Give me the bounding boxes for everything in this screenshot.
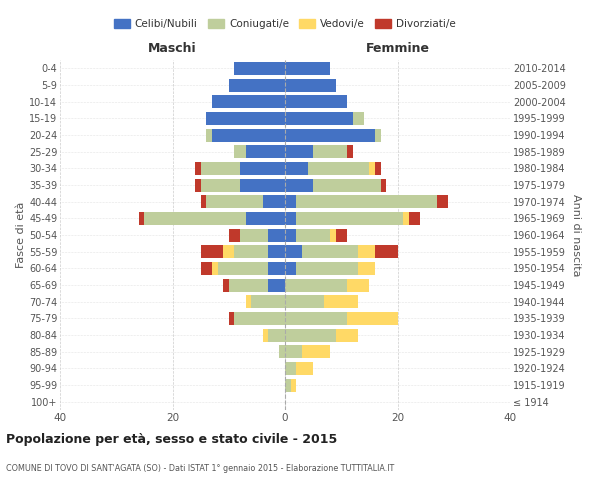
Bar (268, 228, 285, 241)
Bar (212, 128, 285, 141)
Bar (229, 78, 285, 92)
Bar (195, 178, 200, 192)
Bar (285, 212, 296, 225)
Bar (347, 278, 370, 291)
Bar (409, 212, 420, 225)
Bar (347, 312, 398, 325)
Bar (325, 295, 358, 308)
Bar (285, 228, 296, 241)
Text: Femmine: Femmine (365, 42, 430, 55)
Text: Popolazione per età, sesso e stato civile - 2015: Popolazione per età, sesso e stato civil… (6, 432, 337, 446)
Bar (229, 228, 240, 241)
Bar (403, 212, 409, 225)
Bar (285, 278, 347, 291)
Bar (200, 195, 206, 208)
Bar (235, 245, 268, 258)
Bar (251, 295, 285, 308)
Bar (268, 245, 285, 258)
Bar (285, 162, 308, 175)
Bar (285, 328, 335, 342)
Y-axis label: Fasce di età: Fasce di età (16, 202, 26, 268)
Bar (302, 345, 330, 358)
Bar (139, 212, 145, 225)
Bar (308, 162, 370, 175)
Bar (235, 312, 285, 325)
Bar (296, 362, 313, 375)
Bar (206, 195, 263, 208)
Bar (245, 212, 285, 225)
Bar (358, 245, 375, 258)
Bar (229, 312, 235, 325)
Bar (235, 145, 245, 158)
Bar (285, 62, 330, 75)
Bar (285, 362, 296, 375)
Bar (296, 212, 403, 225)
Bar (285, 112, 353, 125)
Bar (285, 262, 296, 275)
Bar (375, 128, 380, 141)
Bar (223, 278, 229, 291)
Text: COMUNE DI TOVO DI SANT'AGATA (SO) - Dati ISTAT 1° gennaio 2015 - Elaborazione TU: COMUNE DI TOVO DI SANT'AGATA (SO) - Dati… (6, 464, 394, 473)
Bar (296, 195, 437, 208)
Bar (347, 145, 353, 158)
Bar (370, 162, 375, 175)
Bar (285, 378, 290, 392)
Y-axis label: Anni di nascita: Anni di nascita (571, 194, 581, 276)
Bar (223, 245, 235, 258)
Bar (285, 178, 313, 192)
Bar (353, 112, 364, 125)
Bar (235, 62, 285, 75)
Bar (206, 112, 285, 125)
Bar (285, 78, 335, 92)
Bar (145, 212, 245, 225)
Bar (200, 245, 223, 258)
Bar (280, 345, 285, 358)
Bar (285, 95, 347, 108)
Bar (285, 345, 302, 358)
Bar (240, 178, 285, 192)
Bar (245, 145, 285, 158)
Bar (285, 195, 296, 208)
Bar (195, 162, 200, 175)
Bar (268, 262, 285, 275)
Bar (285, 128, 375, 141)
Bar (200, 162, 240, 175)
Bar (335, 328, 358, 342)
Bar (335, 228, 347, 241)
Legend: Celibi/Nubili, Coniugati/e, Vedovi/e, Divorziati/e: Celibi/Nubili, Coniugati/e, Vedovi/e, Di… (110, 14, 460, 33)
Bar (245, 295, 251, 308)
Bar (380, 178, 386, 192)
Bar (200, 262, 212, 275)
Text: Maschi: Maschi (148, 42, 197, 55)
Bar (268, 328, 285, 342)
Bar (375, 162, 380, 175)
Bar (200, 178, 240, 192)
Bar (296, 262, 358, 275)
Bar (206, 128, 212, 141)
Bar (285, 295, 325, 308)
Bar (229, 278, 268, 291)
Bar (313, 178, 380, 192)
Bar (285, 245, 302, 258)
Bar (302, 245, 358, 258)
Bar (375, 245, 398, 258)
Bar (437, 195, 448, 208)
Bar (240, 228, 268, 241)
Bar (285, 145, 313, 158)
Bar (268, 278, 285, 291)
Bar (285, 312, 347, 325)
Bar (263, 328, 268, 342)
Bar (212, 95, 285, 108)
Bar (290, 378, 296, 392)
Bar (330, 228, 335, 241)
Bar (218, 262, 268, 275)
Bar (212, 262, 218, 275)
Bar (313, 145, 347, 158)
Bar (263, 195, 285, 208)
Bar (240, 162, 285, 175)
Bar (296, 228, 330, 241)
Bar (358, 262, 375, 275)
